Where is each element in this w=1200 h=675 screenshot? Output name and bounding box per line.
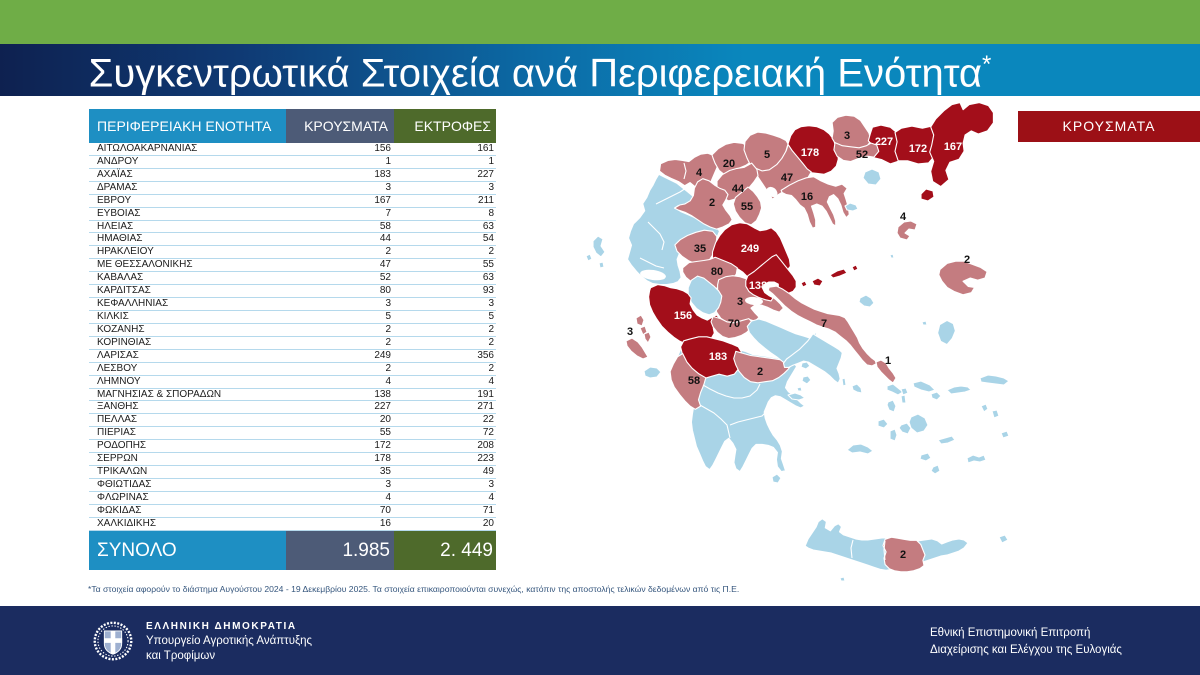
svg-text:172: 172	[909, 143, 927, 155]
svg-text:3: 3	[627, 326, 633, 338]
svg-text:52: 52	[856, 149, 868, 161]
svg-text:55: 55	[741, 201, 753, 213]
svg-text:227: 227	[875, 136, 893, 148]
svg-text:2: 2	[964, 254, 970, 266]
svg-text:70: 70	[728, 318, 740, 330]
svg-text:167: 167	[944, 141, 962, 153]
svg-text:3: 3	[844, 130, 850, 142]
svg-text:138: 138	[749, 280, 767, 292]
svg-text:4: 4	[696, 167, 703, 179]
svg-text:20: 20	[723, 158, 735, 170]
svg-text:58: 58	[688, 375, 700, 387]
svg-text:35: 35	[694, 243, 706, 255]
svg-text:178: 178	[801, 147, 819, 159]
svg-text:80: 80	[711, 266, 723, 278]
svg-text:44: 44	[732, 183, 745, 195]
svg-text:16: 16	[801, 191, 813, 203]
svg-text:2: 2	[709, 197, 715, 209]
svg-text:5: 5	[764, 149, 770, 161]
svg-text:7: 7	[821, 318, 827, 330]
svg-text:4: 4	[900, 211, 907, 223]
svg-text:249: 249	[741, 243, 759, 255]
svg-text:156: 156	[674, 310, 692, 322]
svg-text:3: 3	[737, 296, 743, 308]
svg-text:2: 2	[900, 549, 906, 561]
svg-text:1: 1	[885, 355, 891, 367]
svg-text:47: 47	[781, 172, 793, 184]
svg-text:2: 2	[757, 366, 763, 378]
svg-text:183: 183	[709, 351, 727, 363]
